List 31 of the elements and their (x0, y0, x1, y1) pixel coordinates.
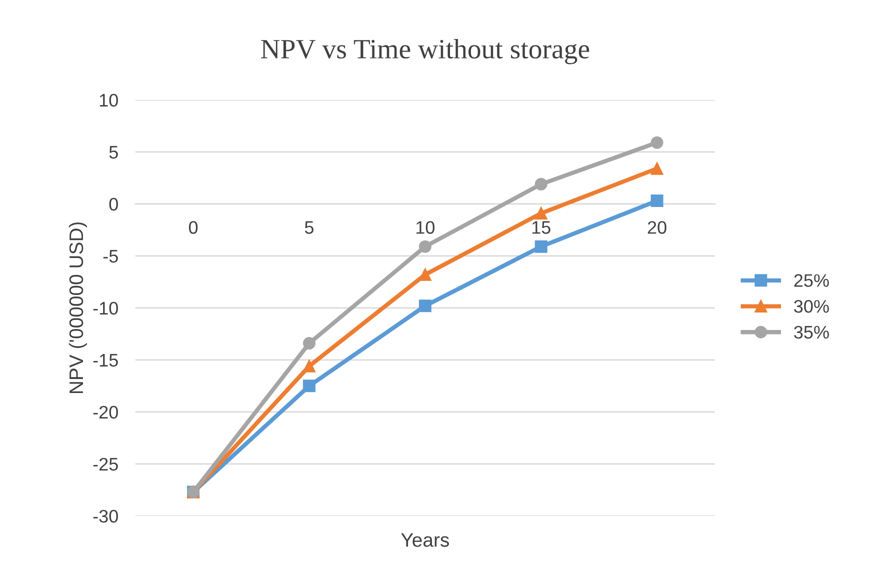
y-tick-label: -15 (93, 354, 118, 367)
y-tick-label: -30 (93, 510, 118, 523)
y-axis-title: NPV ('000000 USD) (68, 222, 87, 394)
x-tick-label: 20 (648, 221, 666, 234)
point (534, 240, 548, 253)
y-tick-label: -5 (103, 250, 118, 263)
y-tick-label: -25 (93, 458, 118, 471)
y-tick-label: -20 (93, 406, 118, 419)
point (650, 162, 664, 175)
x-tick-label: 0 (188, 221, 198, 234)
point (418, 240, 432, 253)
point (650, 194, 664, 208)
y-tick-label: 0 (109, 198, 118, 211)
x-tick-label: 5 (304, 221, 314, 234)
y-tick-label: 5 (109, 146, 118, 159)
point (302, 360, 316, 372)
chart-title: NPV vs Time without storage (261, 38, 590, 64)
point (302, 337, 316, 350)
point (418, 300, 432, 312)
point (302, 380, 316, 392)
x-tick-label: 10 (416, 221, 434, 234)
legend-label: 30% (794, 300, 829, 313)
point (534, 178, 548, 190)
point (650, 136, 664, 149)
x-axis-title: Years (401, 533, 449, 547)
point (534, 207, 548, 220)
y-tick-label: 10 (100, 94, 118, 107)
legend-label: 35% (794, 326, 829, 339)
legend-label: 25% (794, 274, 829, 287)
x-tick-label: 15 (532, 221, 550, 234)
y-tick-label: -10 (93, 302, 118, 315)
